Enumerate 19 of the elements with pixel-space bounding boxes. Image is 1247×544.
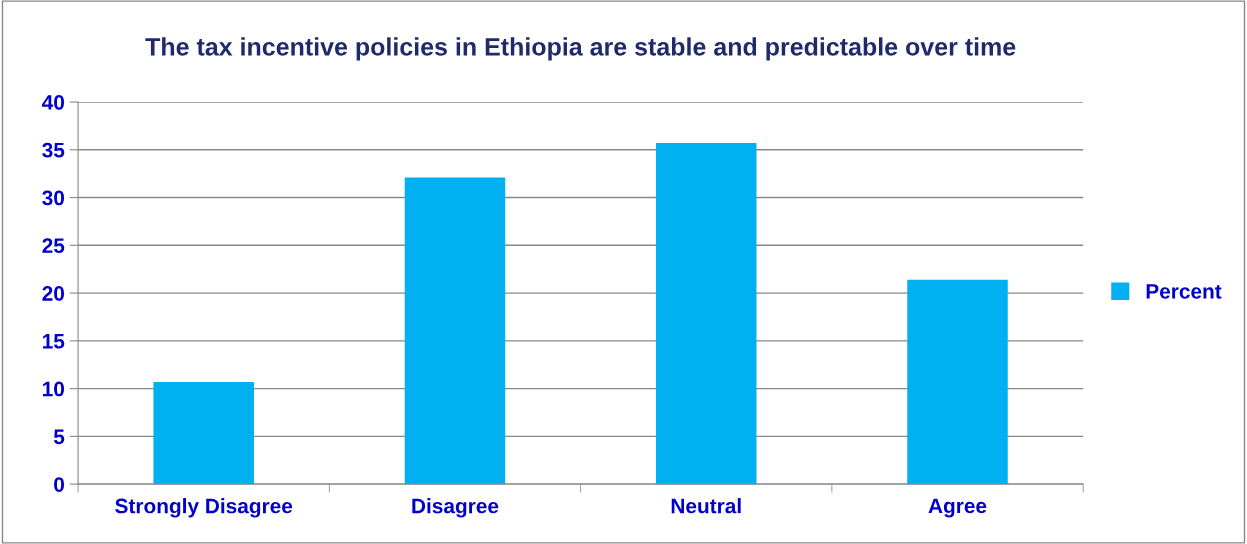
- y-tick-label: 5: [53, 429, 65, 445]
- x-tick-label: Neutral: [671, 498, 741, 514]
- x-tick-label: Disagree: [412, 498, 499, 518]
- x-tick-label: Agree: [928, 498, 987, 518]
- y-tick-label: 20: [42, 286, 65, 301]
- legend-label: Percent: [1146, 284, 1222, 299]
- y-tick-label: 10: [43, 381, 65, 397]
- x-tick-label: Strongly Disagree: [115, 498, 293, 518]
- bar: [655, 143, 757, 485]
- bar: [907, 279, 1008, 485]
- y-tick-label: 0: [54, 477, 65, 492]
- bar: [404, 177, 506, 485]
- chart-title: The tax incentive policies in Ethiopia are stable and predictable over time: [145, 37, 1016, 61]
- y-tick-label: 15: [43, 334, 65, 349]
- y-tick-label: 40: [42, 95, 65, 110]
- y-tick-label: 25: [42, 238, 65, 254]
- y-tick-label: 30: [42, 190, 65, 206]
- bar: [153, 381, 254, 485]
- y-tick-label: 35: [42, 142, 65, 158]
